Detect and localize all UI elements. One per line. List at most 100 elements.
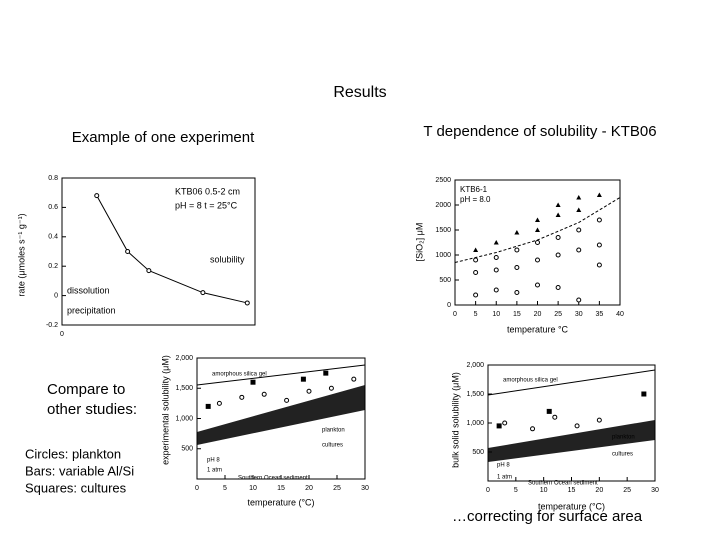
y-tick-label: 0.4 bbox=[48, 234, 58, 241]
y-axis-label: rate (μmoles s⁻¹ g⁻¹) bbox=[16, 213, 26, 296]
annotation: KTB06 0.5-2 cm bbox=[175, 186, 240, 196]
y-tick-label: 0 bbox=[447, 302, 451, 309]
point bbox=[493, 267, 499, 273]
x-tick-label: 30 bbox=[361, 485, 369, 492]
x-tick-label: 5 bbox=[223, 485, 227, 492]
point bbox=[284, 397, 290, 403]
point bbox=[535, 282, 540, 288]
silica-gel-line bbox=[487, 369, 656, 396]
y-tick-label: 1,000 bbox=[466, 420, 484, 427]
y-tick-label: 0.2 bbox=[48, 263, 58, 270]
point bbox=[535, 227, 540, 232]
annotation: precipitation bbox=[67, 305, 116, 315]
x-tick-label: 0 bbox=[60, 331, 64, 338]
x-tick-label: 20 bbox=[534, 311, 542, 318]
point bbox=[502, 420, 508, 426]
x-tick-label: 25 bbox=[554, 311, 562, 318]
point bbox=[514, 247, 520, 253]
compare-text: Compare to bbox=[47, 381, 125, 398]
point bbox=[552, 414, 558, 420]
annotation: plankton bbox=[612, 435, 635, 441]
x-tick-label: 40 bbox=[616, 311, 624, 318]
point bbox=[473, 292, 479, 298]
x-tick-label: 10 bbox=[249, 485, 257, 492]
annotation: dissolution bbox=[67, 285, 110, 295]
point bbox=[496, 423, 502, 429]
y-tick-label: 1000 bbox=[435, 252, 451, 259]
point bbox=[514, 290, 520, 295]
point bbox=[576, 207, 582, 212]
y-tick-label: 2500 bbox=[435, 177, 451, 184]
point bbox=[576, 247, 582, 253]
point bbox=[351, 376, 357, 382]
compare-text: other studies: bbox=[47, 401, 137, 418]
y-tick-label: 500 bbox=[439, 277, 451, 284]
y-tick-label: 1,500 bbox=[466, 391, 484, 398]
y-tick-label: 0.6 bbox=[48, 204, 58, 211]
point bbox=[535, 240, 540, 245]
point bbox=[473, 270, 479, 275]
point bbox=[555, 252, 561, 258]
point bbox=[576, 227, 582, 233]
point bbox=[200, 290, 206, 296]
annotation: amorphous silica gel bbox=[212, 372, 267, 378]
point bbox=[328, 385, 334, 391]
point bbox=[514, 265, 520, 270]
point bbox=[239, 394, 245, 400]
x-tick-label: 0 bbox=[195, 485, 199, 492]
point bbox=[574, 423, 580, 429]
x-tick-label: 25 bbox=[623, 487, 631, 494]
legend-line: Circles: plankton bbox=[25, 446, 121, 461]
point bbox=[535, 257, 540, 263]
trend-line bbox=[454, 197, 621, 263]
point bbox=[555, 212, 561, 217]
point bbox=[300, 376, 306, 382]
x-tick-label: 25 bbox=[333, 485, 341, 492]
x-tick-label: 5 bbox=[474, 311, 478, 318]
x-tick-label: 30 bbox=[651, 487, 659, 494]
x-tick-label: 0 bbox=[453, 311, 457, 318]
x-tick-label: 0 bbox=[486, 487, 490, 494]
point bbox=[323, 370, 329, 376]
point bbox=[641, 391, 647, 397]
annotation: 1 atm bbox=[497, 475, 512, 481]
y-tick-label: 0 bbox=[54, 292, 58, 299]
point bbox=[250, 379, 256, 385]
point bbox=[576, 297, 582, 303]
y-tick-label: -0.2 bbox=[46, 322, 58, 329]
footer: …correcting for surface area bbox=[452, 508, 643, 525]
point bbox=[576, 195, 582, 200]
point bbox=[596, 262, 602, 268]
sediment-band bbox=[488, 420, 655, 462]
point bbox=[493, 287, 499, 293]
y-tick-label: 2,000 bbox=[175, 355, 193, 362]
point bbox=[216, 400, 222, 406]
y-tick-label: 2,000 bbox=[466, 362, 484, 369]
x-tick-label: 20 bbox=[595, 487, 603, 494]
annotation: cultures bbox=[612, 452, 633, 458]
silica-gel-line bbox=[196, 364, 366, 386]
x-tick-label: 15 bbox=[513, 311, 521, 318]
point bbox=[244, 300, 250, 306]
point bbox=[125, 249, 131, 254]
point bbox=[473, 247, 479, 252]
plot-frame bbox=[61, 177, 256, 326]
right-caption: T dependence of solubility - KTB06 bbox=[423, 123, 656, 140]
y-tick-label: 0.8 bbox=[48, 175, 58, 182]
y-tick-label: 1500 bbox=[435, 227, 451, 234]
annotation: 1 atm bbox=[207, 468, 222, 474]
point bbox=[596, 192, 602, 197]
y-tick-label: 1,500 bbox=[175, 385, 193, 392]
point bbox=[596, 242, 602, 248]
point bbox=[205, 403, 211, 409]
point bbox=[473, 257, 479, 263]
annotation: pH = 8.0 bbox=[460, 195, 491, 204]
x-tick-label: 5 bbox=[514, 487, 518, 494]
y-tick-label: 500 bbox=[472, 449, 484, 456]
legend-line: Bars: variable Al/Si bbox=[25, 463, 134, 478]
x-tick-label: 10 bbox=[492, 311, 500, 318]
slide-title: Results bbox=[333, 84, 386, 101]
x-tick-label: 30 bbox=[575, 311, 583, 318]
point bbox=[596, 217, 602, 223]
